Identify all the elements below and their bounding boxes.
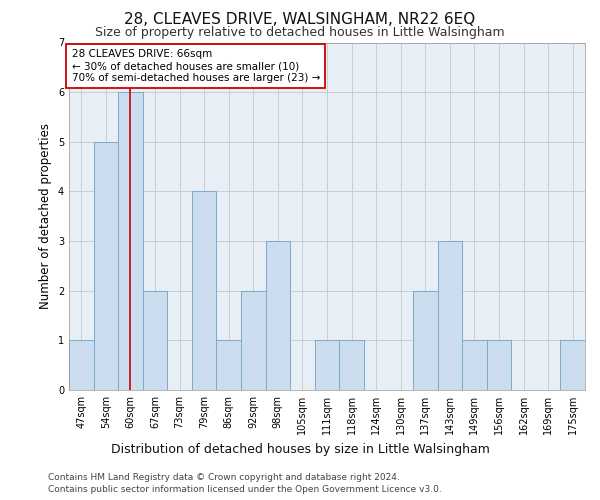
Bar — [437, 241, 462, 390]
Text: Size of property relative to detached houses in Little Walsingham: Size of property relative to detached ho… — [95, 26, 505, 39]
Bar — [69, 340, 94, 390]
Text: 28, CLEAVES DRIVE, WALSINGHAM, NR22 6EQ: 28, CLEAVES DRIVE, WALSINGHAM, NR22 6EQ — [124, 12, 476, 28]
Text: Contains HM Land Registry data © Crown copyright and database right 2024.: Contains HM Land Registry data © Crown c… — [48, 472, 400, 482]
Bar — [315, 340, 339, 390]
Bar — [560, 340, 585, 390]
Bar — [413, 290, 437, 390]
Bar — [462, 340, 487, 390]
Bar — [94, 142, 118, 390]
Bar — [217, 340, 241, 390]
Text: Distribution of detached houses by size in Little Walsingham: Distribution of detached houses by size … — [110, 442, 490, 456]
Bar — [192, 192, 217, 390]
Bar — [339, 340, 364, 390]
Bar — [118, 92, 143, 390]
Bar — [241, 290, 266, 390]
Text: 28 CLEAVES DRIVE: 66sqm
← 30% of detached houses are smaller (10)
70% of semi-de: 28 CLEAVES DRIVE: 66sqm ← 30% of detache… — [71, 50, 320, 82]
Y-axis label: Number of detached properties: Number of detached properties — [40, 123, 52, 309]
Bar — [487, 340, 511, 390]
Bar — [266, 241, 290, 390]
Bar — [143, 290, 167, 390]
Text: Contains public sector information licensed under the Open Government Licence v3: Contains public sector information licen… — [48, 485, 442, 494]
